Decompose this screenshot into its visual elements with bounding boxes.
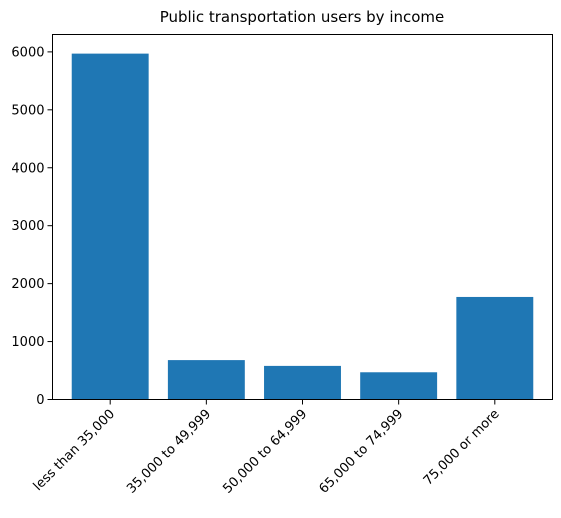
bars-group [71,53,534,400]
y-tick-label: 6000 [11,45,44,60]
bar-2 [167,360,245,400]
y-axis: 0 1000 2000 3000 4000 5000 6000 [11,45,53,408]
bar-3 [264,365,341,400]
y-tick-label: 2000 [11,277,44,292]
bar-1 [71,53,149,400]
chart-title: Public transportation users by income [160,8,445,26]
y-tick-label: 0 [36,393,44,408]
x-axis: less than 35,000 35,000 to 49,999 50,000 t… [31,399,503,497]
x-tick-label: 50,000 to 64,999 [220,407,310,497]
y-tick-label: 5000 [11,103,44,118]
bar-4 [360,372,438,400]
x-tick-label: less than 35,000 [31,407,118,494]
plot-frame [52,34,553,400]
x-tick-label: 75,000 or more [421,407,503,489]
y-tick-label: 4000 [11,161,44,176]
y-tick-label: 3000 [11,219,44,234]
x-tick-label: 65,000 to 74,999 [316,407,406,497]
y-tick-label: 1000 [11,335,44,350]
x-tick-label: 35,000 to 49,999 [124,407,214,497]
bar-5 [456,296,534,400]
